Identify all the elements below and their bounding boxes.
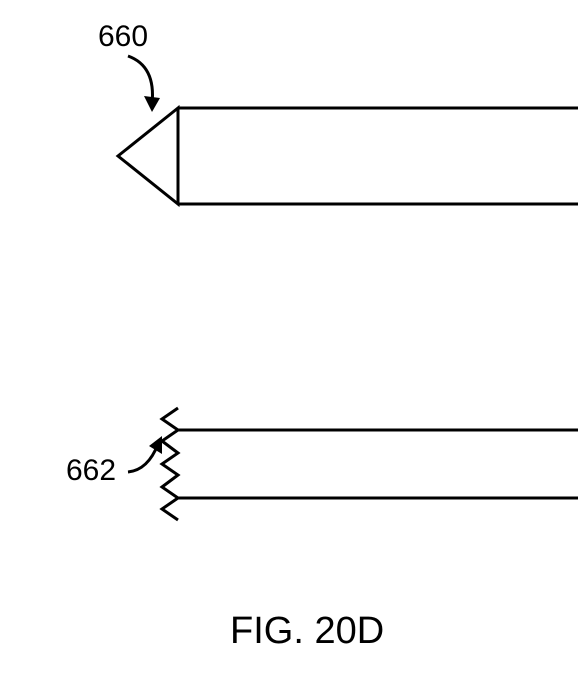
triangle-tip [118,108,178,204]
shape-662 [162,408,578,520]
shape-660 [118,108,578,204]
leader-662 [128,436,162,472]
serrated-tip [162,408,178,520]
figure-caption: FIG. 20D [230,610,384,653]
label-660: 660 [98,20,148,54]
figure-20d: 660 662 FIG. 20D [0,0,578,680]
leader-660 [128,56,160,112]
diagram-svg [0,0,578,680]
label-662: 662 [66,454,116,488]
leader-660-arrowhead [144,96,160,112]
